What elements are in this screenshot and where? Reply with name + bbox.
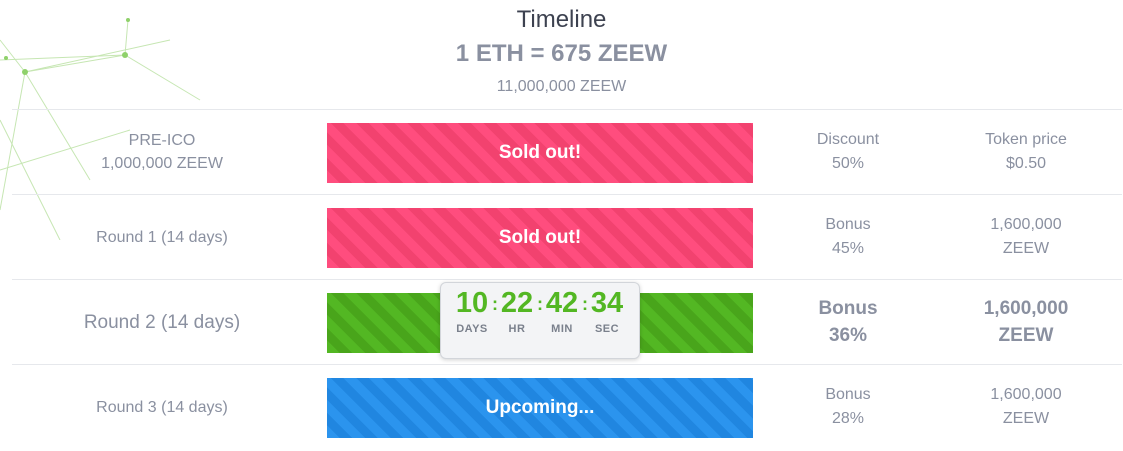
token-amount-cell: 1,600,000 ZEEW: [941, 365, 1111, 449]
minutes-value: 42: [545, 287, 579, 319]
stage-name: Round 2 (14 days): [83, 311, 241, 333]
bonus-value: 36%: [828, 325, 868, 346]
table-row-pre-ico: PRE-ICO 1,000,000 ZEEW Sold out! Discoun…: [12, 109, 1122, 194]
countdown-days: 10 DAYS: [450, 283, 494, 335]
bonus-label: Bonus: [818, 298, 878, 319]
token-price-cell: Token price $0.50: [941, 110, 1111, 194]
timeline-table: PRE-ICO 1,000,000 ZEEW Sold out! Discoun…: [12, 109, 1122, 449]
bonus-cell: Bonus 45%: [763, 195, 933, 279]
hours-label: HR: [508, 323, 526, 335]
stage-amount: 1,000,000 ZEEW: [101, 155, 223, 172]
page-title: Timeline: [516, 6, 607, 33]
token-price-label: Token price: [985, 131, 1067, 148]
bonus-value: 28%: [831, 410, 865, 427]
token-amount: 1,600,000: [983, 298, 1069, 319]
status-bar-sold-out: Sold out!: [327, 208, 753, 268]
stage-label: Round 1 (14 days): [12, 195, 312, 279]
table-row-round-3: Round 3 (14 days) Upcoming... Bonus 28% …: [12, 364, 1122, 449]
bonus-value: 45%: [831, 240, 865, 257]
token-price-value: $0.50: [1005, 155, 1047, 172]
countdown-separator: :: [537, 294, 543, 314]
countdown-separator: :: [582, 294, 588, 314]
token-unit: ZEEW: [1002, 240, 1050, 257]
countdown-hours: 22 HR: [495, 283, 539, 335]
hours-value: 22: [500, 287, 534, 319]
timeline-header: Timeline 1 ETH = 675 ZEEW 11,000,000 ZEE…: [0, 0, 1123, 110]
table-row-round-2: Round 2 (14 days) 10 DAYS : 22 HR : 42 M…: [12, 279, 1122, 364]
total-supply: 11,000,000 ZEEW: [496, 78, 627, 95]
stage-name: Round 1 (14 days): [96, 228, 228, 246]
countdown-seconds: 34 SEC: [585, 283, 629, 335]
status-text: Sold out!: [498, 142, 582, 163]
discount-value: 50%: [831, 155, 865, 172]
status-text: Upcoming...: [485, 397, 595, 418]
table-row-round-1: Round 1 (14 days) Sold out! Bonus 45% 1,…: [12, 194, 1122, 279]
days-label: DAYS: [456, 323, 488, 335]
status-bar-upcoming: Upcoming...: [327, 378, 753, 438]
discount-cell: Discount 50%: [763, 110, 933, 194]
exchange-rate: 1 ETH = 675 ZEEW: [455, 40, 668, 67]
countdown-minutes: 42 MIN: [540, 283, 584, 335]
token-amount: 1,600,000: [990, 386, 1062, 403]
minutes-label: MIN: [551, 323, 573, 335]
token-unit: ZEEW: [998, 325, 1054, 346]
token-amount: 1,600,000: [990, 216, 1062, 233]
bonus-label: Bonus: [825, 386, 871, 403]
bonus-cell: Bonus 36%: [763, 280, 933, 364]
discount-label: Discount: [816, 131, 880, 148]
seconds-label: SEC: [594, 323, 620, 335]
bonus-label: Bonus: [825, 216, 871, 233]
stage-label: Round 3 (14 days): [12, 365, 312, 449]
token-unit: ZEEW: [1002, 410, 1050, 427]
status-bar-sold-out: Sold out!: [327, 123, 753, 183]
stage-label: PRE-ICO 1,000,000 ZEEW: [12, 110, 312, 194]
days-value: 10: [455, 287, 489, 319]
stage-name: PRE-ICO: [128, 132, 196, 149]
token-amount-cell: 1,600,000 ZEEW: [941, 195, 1111, 279]
bonus-cell: Bonus 28%: [763, 365, 933, 449]
countdown-timer: 10 DAYS : 22 HR : 42 MIN : 34 SEC: [440, 282, 640, 359]
countdown-separator: :: [492, 294, 498, 314]
token-amount-cell: 1,600,000 ZEEW: [941, 280, 1111, 364]
stage-label: Round 2 (14 days): [12, 280, 312, 364]
stage-name: Round 3 (14 days): [96, 398, 228, 416]
status-text: Sold out!: [498, 227, 582, 248]
seconds-value: 34: [590, 287, 624, 319]
